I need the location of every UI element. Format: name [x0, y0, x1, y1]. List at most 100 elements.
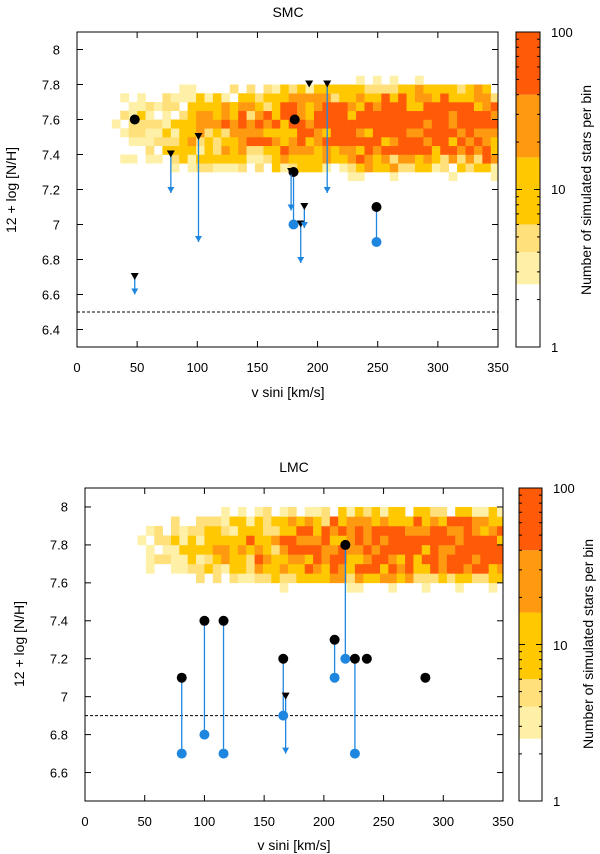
smc-heatmap-cell: [263, 84, 273, 94]
lmc-heatmap-cell: [288, 506, 297, 517]
lmc-heatmap-cell: [379, 506, 389, 517]
smc-heatmap-cell: [297, 154, 306, 164]
smc-heatmap-cell: [448, 93, 458, 103]
lmc-heatmap-cell: [196, 554, 205, 565]
smc-heatmap-cell: [339, 145, 348, 155]
lmc-heatmap-cell: [455, 544, 464, 555]
smc-heatmap-cell: [389, 163, 399, 173]
lmc-lower-abundance-point: [329, 672, 340, 683]
lmc-heatmap-cell: [262, 535, 272, 546]
smc-heatmap-cell: [490, 145, 499, 155]
smc-heatmap-cell: [381, 163, 391, 173]
smc-heatmap-cell: [431, 163, 441, 173]
smc-heatmap-cell: [381, 154, 391, 164]
lmc-heatmap-cell: [288, 563, 297, 574]
lmc-heatmap-cell: [329, 525, 339, 536]
smc-upper-limit-point: [300, 203, 309, 210]
smc-heatmap-cell: [457, 110, 466, 120]
lmc-heatmap-cell: [488, 544, 498, 555]
smc-heatmap-cell: [398, 163, 407, 173]
lmc-heatmap-cell: [396, 573, 406, 584]
smc-heatmap-cell: [339, 163, 348, 173]
smc-x-tick-label: 250: [367, 360, 389, 375]
smc-heatmap-cell: [431, 154, 441, 164]
smc-heatmap-cell: [415, 163, 424, 173]
smc-heatmap-cell: [305, 137, 315, 147]
smc-heatmap-cell: [212, 93, 222, 103]
smc-heatmap-cell: [364, 102, 374, 112]
lmc-heatmap-cell: [254, 554, 264, 565]
lmc-heatmap-cell: [405, 573, 414, 584]
smc-heatmap-cell: [179, 119, 188, 129]
lmc-heatmap-cell: [455, 535, 464, 546]
smc-heatmap-cell: [246, 145, 256, 155]
lmc-heatmap-cell: [279, 573, 289, 584]
smc-heatmap-cell: [482, 93, 492, 103]
lmc-heatmap-cell: [254, 525, 264, 536]
smc-panel: SMC 0 50 100 150 200 250 300 350 6.4 6.6…: [3, 4, 594, 400]
lmc-heatmap-cell: [304, 554, 314, 565]
smc-heatmap-cell: [313, 137, 323, 147]
smc-heatmap-cell: [179, 137, 188, 147]
lmc-y-tick-label: 7.6: [50, 576, 68, 591]
lmc-heatmap-cell: [212, 516, 222, 527]
smc-heatmap-cell: [431, 84, 441, 94]
lmc-heatmap-cell: [405, 563, 414, 574]
smc-heatmap-cell: [187, 102, 197, 112]
smc-heatmap-cell: [313, 102, 323, 112]
smc-heatmap-cell: [297, 137, 306, 147]
lmc-heatmap-cell: [221, 516, 230, 527]
lmc-heatmap-cell: [379, 535, 389, 546]
smc-heatmap-cell: [356, 154, 365, 164]
lmc-heatmap-cell: [371, 573, 381, 584]
lmc-heatmap-cell: [154, 554, 163, 565]
lmc-heatmap-cell: [271, 535, 280, 546]
lmc-heatmap-cell: [346, 535, 356, 546]
smc-upper-limit-point: [323, 80, 332, 88]
smc-heatmap-cell: [297, 128, 306, 138]
smc-heatmap-cell: [229, 119, 239, 129]
smc-heatmap-cell: [221, 137, 231, 147]
smc-y-tick-labels: 6.4 6.6 6.8 7 7.2 7.4 7.6 7.8 8: [42, 43, 60, 338]
smc-y-axis-label: 12 + log [N/H]: [3, 147, 19, 233]
smc-heatmap-cell: [457, 119, 466, 129]
smc-heatmap-cell: [229, 102, 239, 112]
lmc-heatmap-cell: [229, 544, 239, 555]
smc-heatmap-cell: [263, 128, 273, 138]
smc-heatmap-cell: [170, 102, 180, 112]
smc-heatmap-cell: [372, 119, 382, 129]
smc-colorbar-tick: 10: [551, 182, 565, 197]
lmc-heatmap-cell: [212, 554, 222, 565]
smc-heatmap-cell: [440, 84, 449, 94]
smc-heatmap-cell: [389, 75, 399, 85]
smc-heatmap-cell: [145, 128, 155, 138]
smc-heatmap-cell: [238, 110, 247, 120]
lmc-heatmap-cell: [463, 563, 473, 574]
smc-heatmap-cell: [440, 93, 449, 103]
smc-heatmap-cell: [381, 119, 391, 129]
lmc-heatmap-cell: [329, 563, 339, 574]
smc-heatmap-cell: [162, 119, 172, 129]
lmc-heatmap-cell: [354, 535, 364, 546]
lmc-heatmap-cell: [221, 563, 230, 574]
lmc-heatmap-cell: [497, 554, 504, 565]
lmc-heatmap-cell: [254, 516, 264, 527]
smc-heatmap-cell: [271, 84, 281, 94]
smc-heatmap-cell: [465, 145, 475, 155]
smc-heatmap-cell: [381, 84, 391, 94]
smc-x-tick-label: 0: [73, 360, 80, 375]
lmc-data-point: [218, 615, 229, 626]
lmc-heatmap-cell: [162, 544, 172, 555]
smc-heatmap-cell: [381, 145, 391, 155]
smc-heatmap-cell: [313, 119, 323, 129]
lmc-heatmap-cell: [405, 535, 414, 546]
smc-heatmap-cell: [238, 102, 247, 112]
lmc-heatmap-cell: [471, 506, 481, 517]
lmc-heatmap-cell: [354, 563, 364, 574]
smc-heatmap-cell: [406, 145, 416, 155]
lmc-heatmap-cell: [313, 573, 322, 584]
lmc-heatmap-cell: [421, 525, 431, 536]
lmc-heatmap-cell: [446, 516, 456, 527]
smc-heatmap-cell: [297, 102, 306, 112]
smc-heatmap-cell: [229, 84, 239, 94]
